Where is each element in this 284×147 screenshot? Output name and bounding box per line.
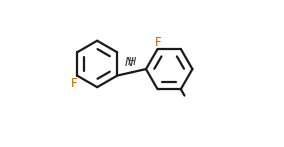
Text: F: F [71,77,78,90]
Text: N: N [125,56,133,69]
Text: H: H [128,57,136,67]
Text: F: F [155,36,162,49]
